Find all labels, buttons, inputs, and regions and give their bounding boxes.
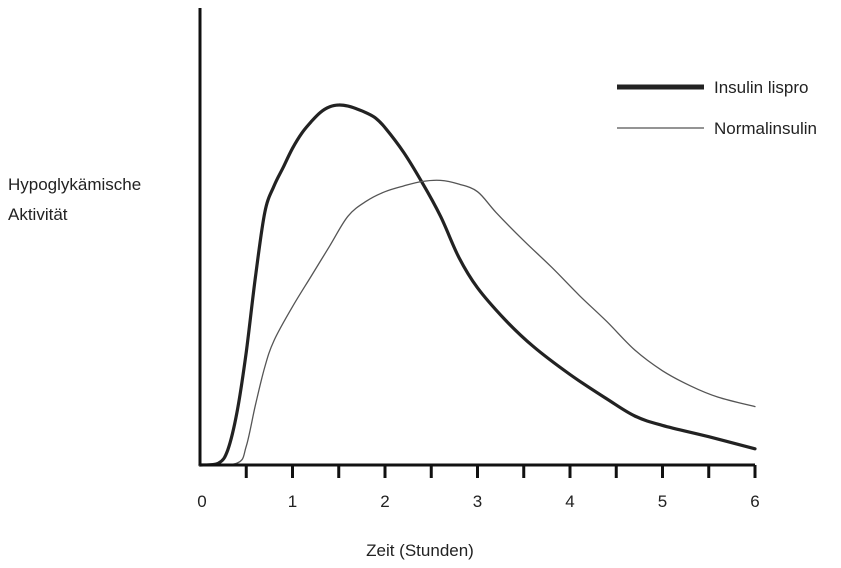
legend-item-normal: Normalinsulin [617,119,817,138]
x-tick-label: 4 [565,492,574,511]
x-tick-label: 2 [380,492,389,511]
x-tick-label: 5 [658,492,667,511]
legend-label-lispro: Insulin lispro [714,78,809,97]
y-axis-label-line-1: Hypoglykämische [8,175,141,194]
x-tick-label: 0 [197,492,206,511]
legend-item-lispro: Insulin lispro [617,78,809,97]
legend: Insulin lispro Normalinsulin [617,78,817,138]
series-line-lispro [198,103,757,467]
x-tick-label: 1 [288,492,297,511]
curves-layer [198,103,757,467]
legend-label-normal: Normalinsulin [714,119,817,138]
x-tick-label: 6 [750,492,759,511]
y-axis-label-line-2: Aktivität [8,205,68,224]
x-tick-label: 3 [473,492,482,511]
axes-layer [198,8,755,467]
x-axis-label: Zeit (Stunden) [366,541,474,560]
x-ticks [244,465,757,478]
series-line-normal [199,179,756,466]
x-tick-labels: 0 1 2 3 4 5 6 [197,492,759,511]
